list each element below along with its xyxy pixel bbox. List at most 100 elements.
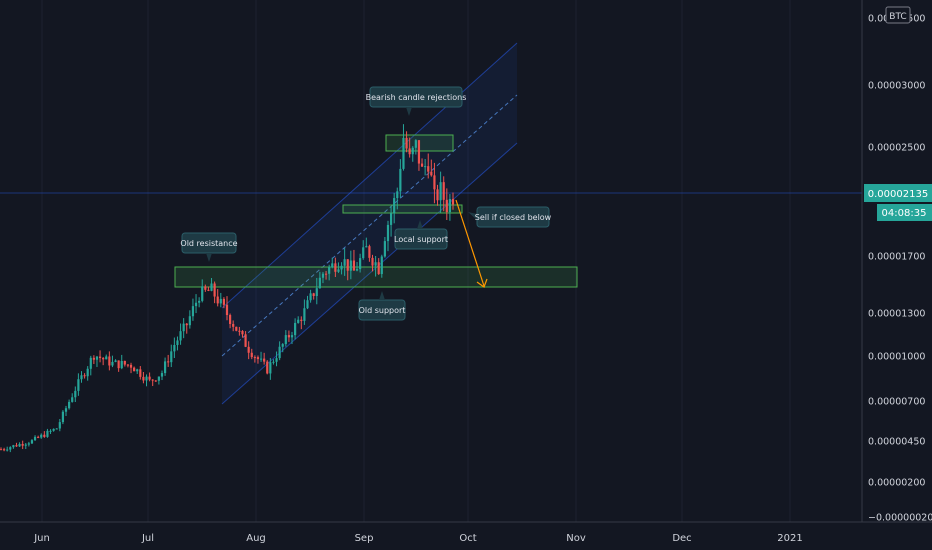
candle: [160, 370, 164, 381]
currency-badge[interactable]: BTC: [885, 6, 911, 24]
candle: [15, 442, 18, 447]
candle: [126, 364, 130, 368]
candle: [182, 318, 185, 339]
sell-projection-arrow[interactable]: [455, 199, 488, 288]
candle: [133, 366, 136, 372]
candle: [24, 442, 27, 450]
candle: [386, 220, 390, 252]
candle: [331, 257, 334, 269]
candle: [405, 131, 408, 153]
candle: [439, 171, 442, 213]
candle: [114, 359, 117, 363]
candle: [216, 289, 219, 307]
annotation-old-support[interactable]: Old support: [358, 291, 406, 321]
annotation-old-resistance-label: Old resistance: [180, 239, 237, 248]
time-axis[interactable]: Jun Jul Aug Sep Oct Nov Dec 2021: [0, 521, 932, 550]
annotation-old-support-label: Old support: [359, 306, 406, 315]
candle: [241, 330, 244, 338]
candle: [359, 253, 362, 273]
candle: [210, 277, 213, 292]
candle: [123, 360, 126, 367]
channel-fill: [222, 43, 517, 404]
price-tick-label: 0.00000700: [868, 397, 925, 408]
candle: [92, 355, 95, 365]
candle: [105, 354, 108, 360]
last-price-label: 0.00002135: [868, 189, 928, 200]
candle: [142, 372, 145, 384]
candle: [194, 294, 198, 314]
annotation-old-resistance[interactable]: Old resistance: [180, 232, 238, 262]
annotation-sell-if-closed-below[interactable]: Sell if closed below: [468, 206, 552, 228]
candle: [27, 441, 30, 447]
candle: [157, 376, 160, 385]
candle: [89, 355, 92, 376]
candle: [328, 264, 331, 281]
candle: [111, 355, 114, 368]
candle: [222, 297, 226, 309]
ascending-channel[interactable]: [221, 42, 518, 405]
candle: [191, 298, 195, 321]
local-support-zone[interactable]: [342, 204, 463, 214]
candle: [284, 330, 287, 347]
annotation-local-support[interactable]: Local support: [394, 220, 448, 250]
candle: [290, 331, 294, 345]
candle: [207, 286, 210, 292]
candle: [424, 159, 427, 176]
candle: [256, 355, 260, 364]
annotation-bearish-rejections-label: Bearish candle rejections: [366, 93, 467, 102]
candle: [281, 343, 284, 353]
candle: [278, 341, 281, 361]
candle: [77, 373, 80, 396]
candle: [433, 162, 436, 204]
candle: [154, 380, 157, 382]
candle: [380, 254, 383, 278]
candle: [321, 271, 325, 284]
candle: [185, 322, 188, 334]
candle: [445, 188, 448, 220]
candle: [148, 372, 151, 382]
candle: [46, 428, 49, 438]
time-axis-ticks: Jun Jul Aug Sep Oct Nov Dec 2021: [33, 533, 803, 544]
candle: [368, 244, 371, 262]
candle: [306, 295, 309, 310]
channel-upper-line: [221, 42, 518, 309]
countdown-label: 04:08:35: [882, 208, 927, 219]
candle: [275, 351, 278, 367]
candle: [408, 137, 411, 158]
candle: [448, 194, 452, 221]
price-tick-label: −0.00000020: [868, 513, 932, 524]
candle: [235, 326, 238, 332]
candle: [102, 357, 105, 366]
time-tick-label: Dec: [672, 533, 691, 544]
price-tick-label: 0.00002500: [868, 143, 925, 154]
candle: [340, 262, 343, 275]
candle: [163, 357, 167, 376]
time-tick-label: Nov: [566, 533, 586, 544]
candle: [250, 348, 253, 360]
price-axis[interactable]: −0.00000020 0.00000200 0.00000450 0.0000070…: [861, 0, 932, 550]
candle: [451, 192, 455, 210]
price-tick-label: 0.00000450: [868, 437, 925, 448]
candle: [52, 428, 55, 432]
candle: [33, 435, 37, 441]
candle: [427, 153, 430, 179]
candle: [232, 320, 235, 332]
annotation-bearish-rejections[interactable]: Bearish candle rejections: [366, 86, 467, 116]
time-tick-label: Sep: [355, 533, 374, 544]
candle: [219, 292, 222, 308]
candle: [179, 323, 182, 345]
candle: [225, 296, 229, 321]
candle: [287, 330, 291, 342]
candle: [83, 373, 86, 379]
time-tick-label: Oct: [459, 533, 476, 544]
candle: [213, 281, 216, 304]
candle: [312, 292, 315, 300]
candle: [136, 368, 139, 374]
candle: [21, 440, 24, 450]
candle: [337, 262, 340, 273]
candle: [355, 262, 359, 272]
candle: [86, 366, 89, 381]
candle: [318, 271, 321, 289]
candle: [300, 316, 303, 330]
